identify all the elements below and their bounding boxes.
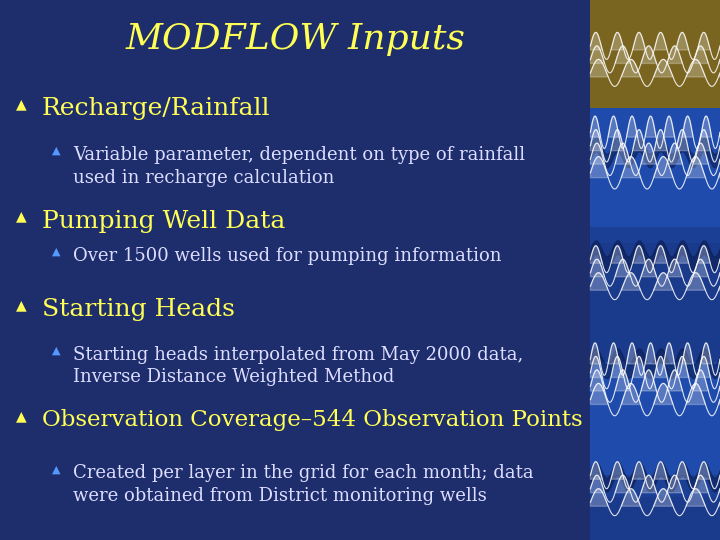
Text: ▲: ▲ <box>16 210 27 224</box>
Text: Recharge/Rainfall: Recharge/Rainfall <box>42 97 270 120</box>
Bar <box>590 108 720 119</box>
Text: MODFLOW Inputs: MODFLOW Inputs <box>125 22 465 56</box>
Text: ▲: ▲ <box>16 97 27 111</box>
Bar <box>590 227 720 378</box>
Text: ▲: ▲ <box>16 409 27 423</box>
Text: ▲: ▲ <box>52 247 60 257</box>
Text: ▲: ▲ <box>52 464 60 475</box>
Text: Starting Heads: Starting Heads <box>42 298 235 321</box>
Text: Starting heads interpolated from May 2000 data,
Inverse Distance Weighted Method: Starting heads interpolated from May 200… <box>73 346 523 387</box>
Text: ▲: ▲ <box>52 346 60 356</box>
Text: Over 1500 wells used for pumping information: Over 1500 wells used for pumping informa… <box>73 247 502 265</box>
Text: Created per layer in the grid for each month; data
were obtained from District m: Created per layer in the grid for each m… <box>73 464 534 505</box>
Text: ▲: ▲ <box>16 298 27 312</box>
Text: Observation Coverage–544 Observation Points: Observation Coverage–544 Observation Poi… <box>42 409 582 431</box>
Bar <box>590 108 720 243</box>
Bar <box>590 0 720 540</box>
Text: Pumping Well Data: Pumping Well Data <box>42 210 285 233</box>
Bar <box>590 475 720 540</box>
Text: ▲: ▲ <box>52 146 60 156</box>
Text: Variable parameter, dependent on type of rainfall
used in recharge calculation: Variable parameter, dependent on type of… <box>73 146 526 187</box>
Bar <box>590 362 720 497</box>
Bar <box>590 0 720 108</box>
